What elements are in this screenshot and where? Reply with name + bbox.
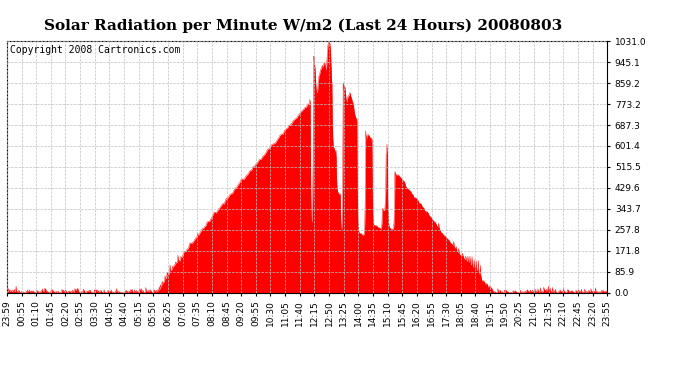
Text: Solar Radiation per Minute W/m2 (Last 24 Hours) 20080803: Solar Radiation per Minute W/m2 (Last 24… [44, 19, 563, 33]
Text: Copyright 2008 Cartronics.com: Copyright 2008 Cartronics.com [10, 45, 180, 55]
